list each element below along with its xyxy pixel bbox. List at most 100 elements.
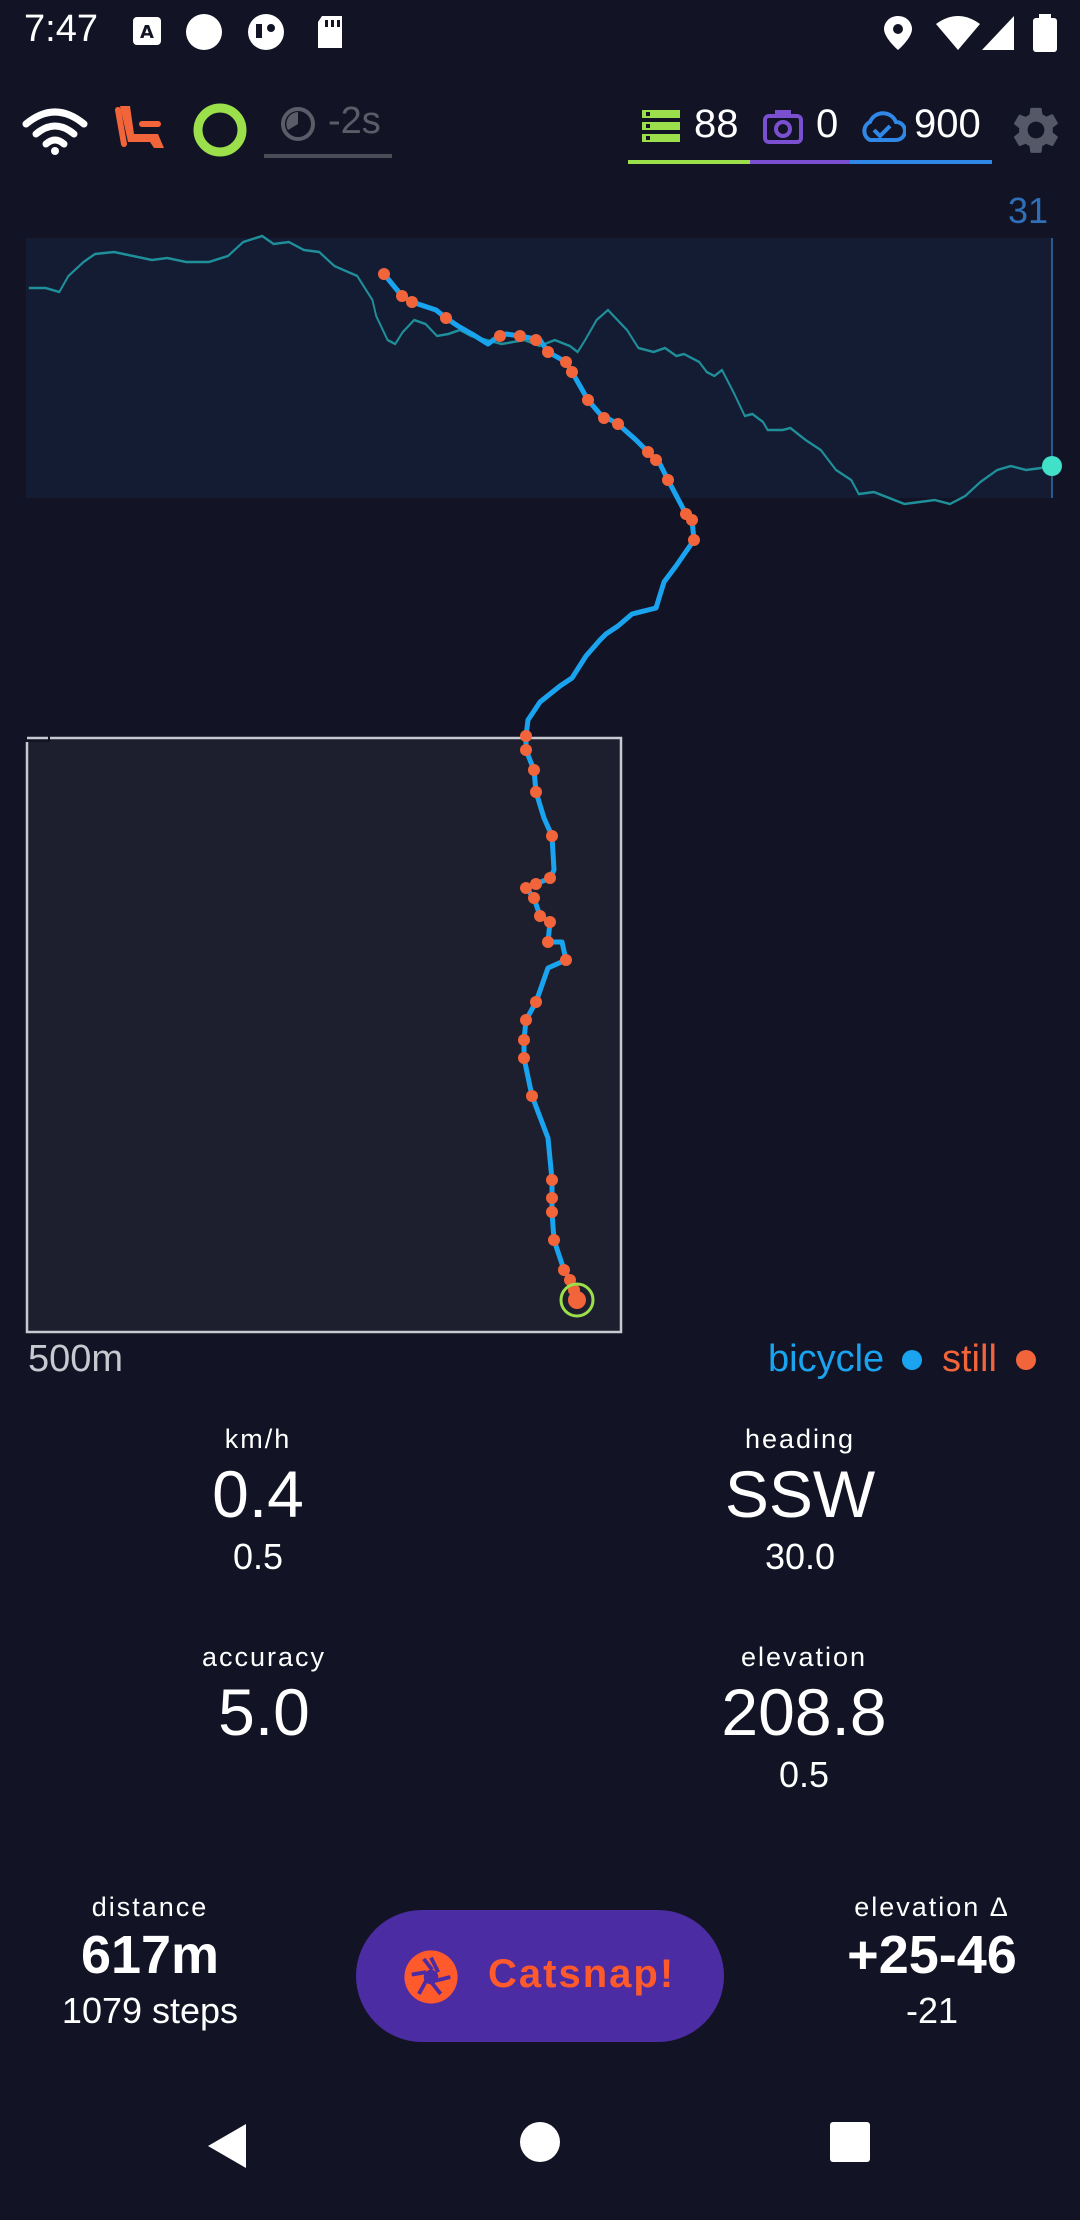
status-time: 7:47 — [24, 8, 98, 50]
still-marker — [686, 514, 698, 526]
still-marker — [530, 996, 542, 1008]
still-marker — [544, 916, 556, 928]
nav-back-icon[interactable] — [204, 2120, 252, 2172]
status-bar: 7:47 A — [0, 0, 1080, 70]
elevation-delta-sub: -21 — [905, 1990, 959, 2031]
lag-label: -2s — [328, 100, 381, 142]
legend-bicycle-dot — [902, 1350, 922, 1370]
still-marker — [494, 330, 506, 342]
still-marker — [526, 1090, 538, 1102]
still-marker — [546, 1192, 558, 1204]
accuracy-label: accuracy — [201, 1642, 327, 1672]
still-marker — [650, 454, 662, 466]
still-marker — [560, 356, 572, 368]
elevation-value: 208.8 — [721, 1675, 887, 1749]
tracks-count: 88 — [694, 102, 739, 146]
distance-value: 617m — [80, 1925, 220, 1985]
still-marker — [566, 366, 578, 378]
uploads-count: 900 — [914, 102, 981, 146]
wifi-icon[interactable] — [22, 104, 88, 156]
cell-signal-icon — [982, 16, 1014, 50]
still-marker — [642, 446, 654, 458]
heading-label: heading — [744, 1424, 856, 1454]
wifi-status-icon — [936, 16, 980, 50]
seat-icon[interactable] — [112, 100, 178, 156]
heading-sub: 30.0 — [764, 1536, 836, 1577]
speed-label: km/h — [224, 1424, 292, 1454]
elevation-label: elevation — [740, 1642, 868, 1672]
elevation-delta-value: +25-46 — [847, 1925, 1017, 1985]
still-marker — [542, 936, 554, 948]
still-marker — [528, 892, 540, 904]
still-marker — [440, 312, 452, 324]
still-marker — [662, 474, 674, 486]
accuracy-value: 5.0 — [218, 1675, 310, 1749]
still-marker — [530, 334, 542, 346]
photos-underline — [750, 160, 850, 164]
still-marker — [558, 1264, 570, 1276]
location-icon — [884, 16, 912, 50]
still-marker — [520, 730, 532, 742]
photos-count: 0 — [816, 102, 839, 146]
still-marker — [528, 764, 540, 776]
still-marker — [542, 346, 554, 358]
app-icon — [248, 14, 284, 50]
still-marker — [518, 1034, 530, 1046]
still-marker — [396, 290, 408, 302]
uploads-underline — [850, 160, 992, 164]
tracks-underline — [628, 160, 750, 164]
camera-icon — [763, 110, 803, 144]
camera-shutter-icon — [404, 1950, 458, 2004]
scale-label: 500m — [28, 1338, 124, 1380]
legend-bicycle-label: bicycle — [768, 1338, 885, 1380]
elevation-sub: 0.5 — [778, 1754, 830, 1795]
nav-home-icon[interactable] — [518, 2120, 562, 2164]
still-marker — [514, 330, 526, 342]
still-marker — [546, 830, 558, 842]
speed-sub: 0.5 — [232, 1536, 284, 1577]
heading-value: SSW — [724, 1457, 876, 1531]
tracks-icon — [642, 110, 680, 142]
svg-text:A: A — [140, 22, 154, 43]
lag-underline — [264, 154, 392, 158]
cloud-check-icon — [862, 111, 906, 142]
battery-icon — [1033, 14, 1057, 52]
track-map[interactable] — [0, 160, 1080, 1360]
still-marker — [546, 1206, 558, 1218]
circle-icon — [186, 14, 222, 50]
still-marker — [560, 954, 572, 966]
catsnap-button[interactable]: Catsnap! — [356, 1910, 724, 2042]
legend-still-dot — [1016, 1350, 1036, 1370]
scale-box — [25, 736, 623, 1334]
still-marker — [548, 1234, 560, 1246]
elevation-delta-label: elevation Δ — [854, 1892, 1010, 1922]
elevation-panel — [26, 238, 1052, 498]
still-marker — [598, 412, 610, 424]
still-marker — [534, 910, 546, 922]
still-marker — [582, 394, 594, 406]
distance-steps: 1079 steps — [61, 1990, 239, 2031]
timer-icon — [281, 107, 315, 141]
legend-still-label: still — [942, 1338, 997, 1380]
elevation-current-point — [1042, 456, 1062, 476]
still-marker — [520, 744, 532, 756]
sd-card-icon — [318, 16, 342, 48]
elevation-line — [28, 234, 1050, 506]
keyboard-icon: A — [133, 17, 161, 45]
catsnap-label: Catsnap! — [488, 1952, 676, 1996]
still-marker — [378, 268, 390, 280]
still-marker — [544, 872, 556, 884]
elevation-max-label: 31 — [1008, 190, 1049, 231]
settings-gear-icon[interactable] — [1008, 102, 1064, 158]
still-marker — [518, 1052, 530, 1064]
still-marker — [546, 1174, 558, 1186]
still-marker — [406, 296, 418, 308]
nav-recents-icon[interactable] — [828, 2120, 872, 2164]
status-ring-icon[interactable] — [190, 100, 250, 160]
distance-label: distance — [91, 1892, 209, 1922]
still-marker — [530, 878, 542, 890]
speed-value: 0.4 — [212, 1457, 304, 1531]
current-location-dot — [568, 1291, 586, 1309]
still-marker — [688, 534, 700, 546]
still-marker — [520, 882, 532, 894]
